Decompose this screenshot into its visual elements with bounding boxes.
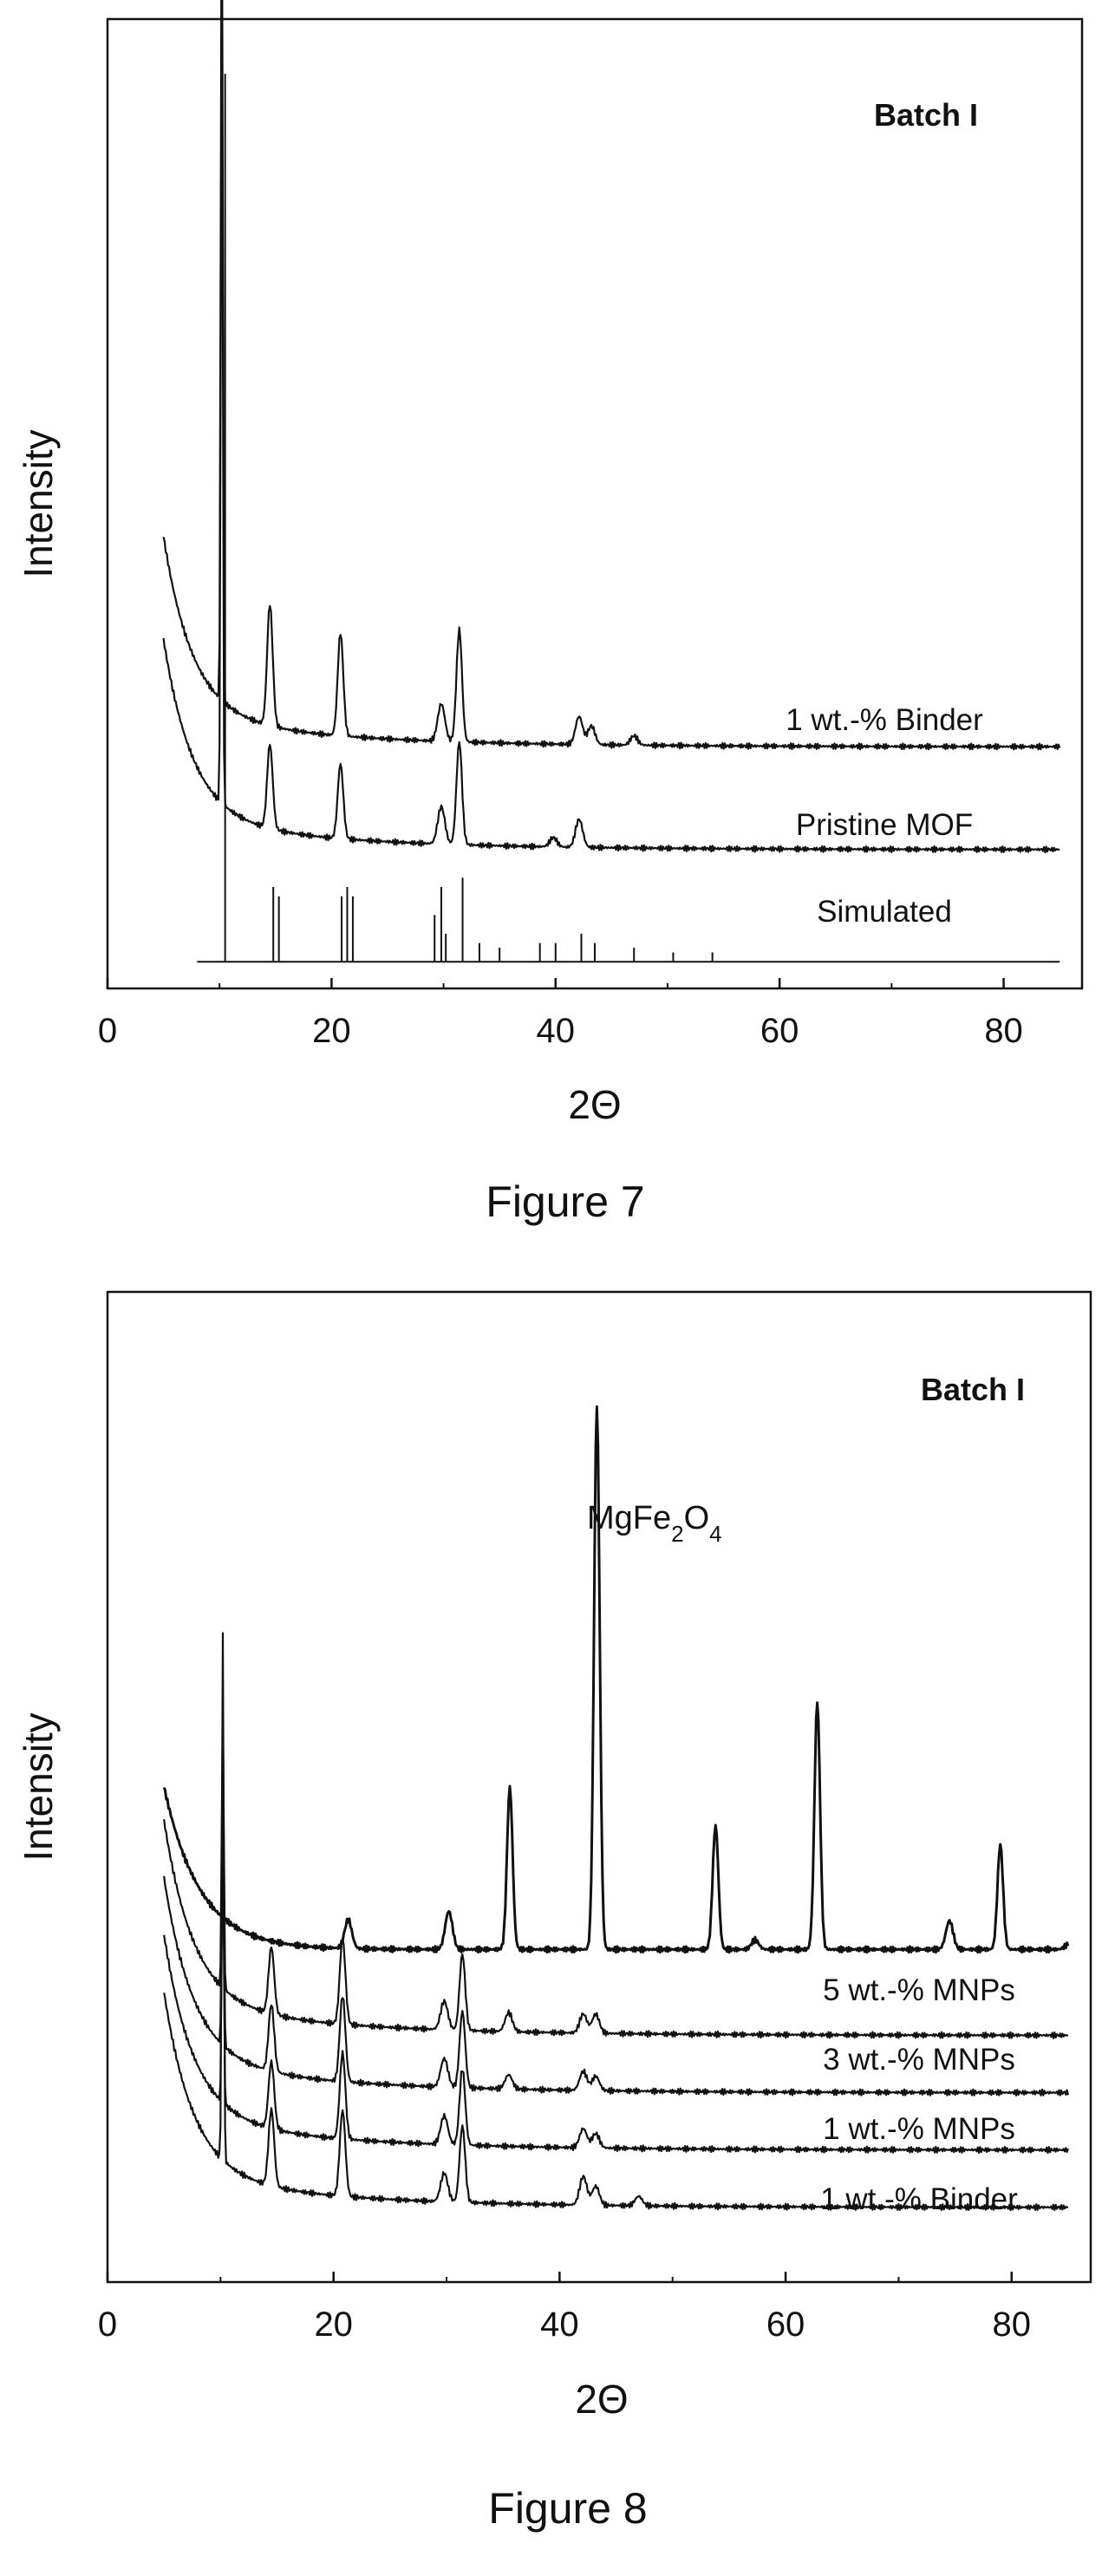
x-axis-ticks: 0 20 40 60 80 (98, 2272, 1031, 2344)
y-axis-title: Intensity (16, 429, 61, 577)
trace-mgfe2o4 (162, 1405, 1070, 1954)
x-tick-label: 40 (537, 1012, 576, 1050)
x-tick-label: 0 (98, 1012, 117, 1050)
trace-pristine-mof (162, 0, 1060, 854)
plot-frame (106, 17, 1084, 990)
y-axis-title: Intensity (16, 1712, 61, 1861)
formula-base: MgFe (587, 1500, 671, 1536)
x-tick-label: 80 (984, 1012, 1023, 1050)
batch-label: Batch I (921, 1372, 1025, 1407)
trace-5-wt-mnps (163, 1701, 1069, 2039)
series-label-5-mnps: 5 wt.-% MNPs (823, 1973, 1015, 2007)
formula-mid: O (684, 1500, 710, 1536)
x-tick-label: 80 (993, 2305, 1032, 2344)
trace-1-wt-mnps (163, 1815, 1069, 2155)
x-axis-title: 2Θ (575, 2377, 628, 2422)
trace-1-wt-binder (162, 0, 1061, 751)
series-label-3-mnps: 3 wt.-% MNPs (823, 2043, 1015, 2077)
batch-label: Batch I (874, 97, 978, 133)
formula-subscript: 2 (671, 1521, 683, 1547)
series-label-binder: 1 wt.-% Binder (786, 703, 983, 737)
x-tick-label: 20 (312, 1012, 351, 1050)
series-label-1-mnps: 1 wt.-% MNPs (823, 2112, 1015, 2146)
x-axis-ticks: 0 20 40 60 80 (98, 978, 1023, 1050)
x-tick-label: 0 (98, 2305, 117, 2344)
x-tick-label: 40 (540, 2305, 579, 2344)
x-axis-title: 2Θ (568, 1082, 621, 1127)
mgfe2o4-label: MgFe2O4 (587, 1500, 722, 1547)
trace-3-wt-mnps (163, 1754, 1069, 2097)
figure-7: 0 20 40 60 80 Batch I 1 wt.-% Binder Pristin… (16, 0, 1084, 1226)
figure-caption: Figure 8 (488, 2484, 647, 2533)
traces (162, 1405, 1070, 2212)
x-tick-label: 20 (314, 2305, 353, 2344)
plot-frame (106, 1290, 1092, 2284)
series-label-simulated: Simulated (817, 895, 952, 929)
formula-subscript: 4 (709, 1521, 721, 1547)
figure-8: 0 20 40 60 80 Batch I MgFe2O4 5 wt.-% MNPs 3… (16, 1290, 1092, 2533)
x-tick-label: 60 (760, 1012, 799, 1050)
series-label-pristine-mof: Pristine MOF (796, 808, 973, 842)
series-label-1-binder: 1 wt.-% Binder (820, 2182, 1018, 2216)
trace-1-wt-binder (163, 1632, 1069, 2212)
traces (162, 0, 1061, 963)
figure-caption: Figure 7 (486, 1177, 644, 1226)
x-tick-label: 60 (766, 2305, 805, 2344)
